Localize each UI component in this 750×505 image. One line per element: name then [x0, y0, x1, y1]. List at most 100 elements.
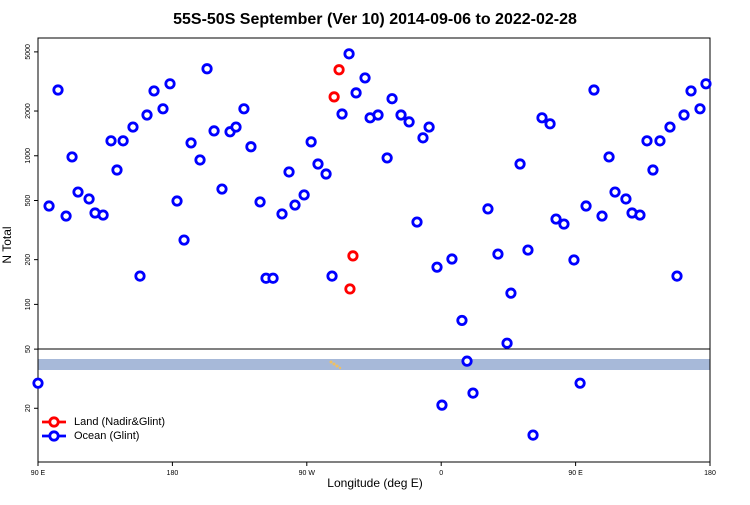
data-point [580, 200, 592, 212]
data-point [603, 151, 615, 163]
legend-marker [48, 430, 60, 442]
data-point [527, 429, 539, 441]
data-point [423, 121, 435, 133]
data-point [66, 151, 78, 163]
data-point [634, 209, 646, 221]
data-point [609, 186, 621, 198]
x-tick-label: 0 [439, 470, 443, 477]
data-point [395, 109, 407, 121]
legend-marker [48, 416, 60, 428]
data-point [461, 355, 473, 367]
data-point [267, 272, 279, 284]
x-tick-label: 90 E [31, 470, 46, 477]
data-point [52, 84, 64, 96]
y-tick-label: 100 [25, 298, 32, 310]
data-point [97, 209, 109, 221]
data-point [157, 103, 169, 115]
data-point [230, 121, 242, 133]
legend-label: Ocean (Glint) [74, 430, 139, 442]
y-tick-label: 50 [25, 345, 32, 353]
data-point [117, 135, 129, 147]
data-point [141, 109, 153, 121]
data-point [403, 116, 415, 128]
data-point [558, 218, 570, 230]
data-point [336, 108, 348, 120]
data-point [417, 132, 429, 144]
data-point [328, 91, 340, 103]
x-tick-label: 180 [167, 470, 179, 477]
data-point [283, 166, 295, 178]
data-point [32, 377, 44, 389]
data-point [127, 121, 139, 133]
x-tick-label: 90 E [568, 470, 583, 477]
data-point [148, 85, 160, 97]
data-point [254, 196, 266, 208]
land-strip [329, 360, 342, 370]
data-point [482, 203, 494, 215]
data-point [83, 193, 95, 205]
legend-label: Land (Nadir&Glint) [74, 416, 165, 428]
data-point [208, 125, 220, 137]
data-point [347, 250, 359, 262]
data-point [105, 135, 117, 147]
data-point [544, 118, 556, 130]
data-point [359, 72, 371, 84]
data-point [134, 270, 146, 282]
data-point [596, 210, 608, 222]
data-point [436, 399, 448, 411]
data-point [343, 48, 355, 60]
data-point [350, 87, 362, 99]
data-point [216, 183, 228, 195]
data-point [501, 337, 513, 349]
data-point [550, 213, 562, 225]
data-point [647, 164, 659, 176]
data-point [344, 283, 356, 295]
y-tick-label: 1000 [25, 148, 32, 164]
data-point [685, 85, 697, 97]
data-point [431, 261, 443, 273]
x-axis-label: Longitude (deg E) [327, 476, 422, 490]
data-point [298, 189, 310, 201]
data-point [588, 84, 600, 96]
data-point [43, 200, 55, 212]
data-point [60, 210, 72, 222]
data-point [381, 152, 393, 164]
data-point [276, 208, 288, 220]
data-point [411, 216, 423, 228]
data-point [664, 121, 676, 133]
data-point [522, 244, 534, 256]
y-tick-label: 200 [25, 254, 32, 266]
data-point [238, 103, 250, 115]
data-point [514, 158, 526, 170]
data-point [372, 109, 384, 121]
data-point [641, 135, 653, 147]
data-point [305, 136, 317, 148]
y-tick-label: 2000 [25, 103, 32, 119]
data-point [574, 377, 586, 389]
data-point [326, 270, 338, 282]
data-point [694, 103, 706, 115]
data-point [333, 64, 345, 76]
data-point [194, 154, 206, 166]
y-tick-label: 20 [25, 404, 32, 412]
data-point [245, 141, 257, 153]
map-strip [38, 359, 710, 370]
y-axis-label: N Total [0, 226, 14, 263]
data-point [536, 112, 548, 124]
data-point [671, 270, 683, 282]
data-point [568, 254, 580, 266]
y-tick-label: 5000 [25, 44, 32, 60]
data-point [456, 314, 468, 327]
plot-frame [37, 37, 711, 463]
data-point [320, 168, 332, 180]
data-point [492, 248, 504, 260]
data-point [446, 253, 458, 265]
data-point [312, 158, 324, 170]
x-tick-label: 90 W [299, 470, 316, 477]
data-point [289, 199, 301, 211]
data-point [700, 78, 712, 90]
y-tick-label: 500 [25, 195, 32, 207]
data-point [386, 93, 398, 105]
data-point [164, 78, 176, 90]
